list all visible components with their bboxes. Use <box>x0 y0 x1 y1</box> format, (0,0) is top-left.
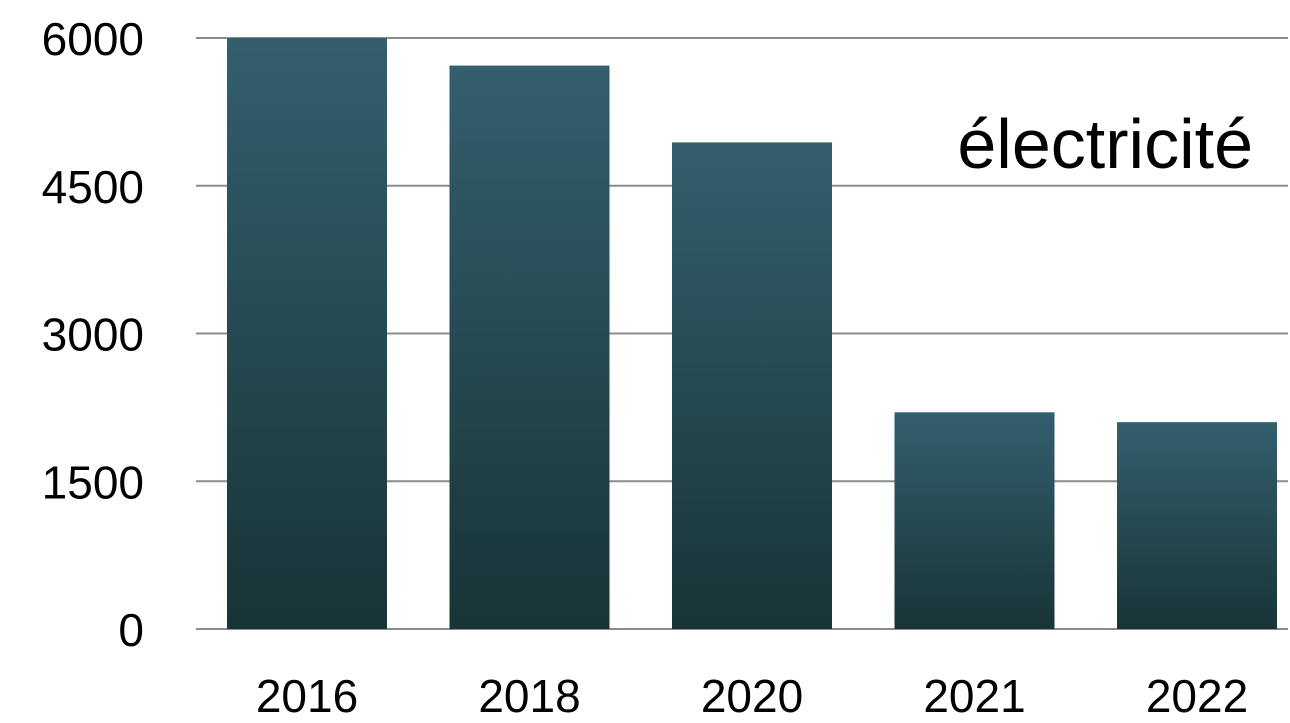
bars-layer <box>227 38 1277 629</box>
x-tick-label-2022: 2022 <box>1146 670 1248 722</box>
y-tick-label: 4500 <box>42 161 144 213</box>
x-tick-label-2018: 2018 <box>478 670 580 722</box>
y-tick-label: 6000 <box>42 13 144 65</box>
chart-title: électricité <box>957 105 1253 183</box>
bar-2018 <box>449 65 610 629</box>
x-axis-ticks: 2016 2018 2020 2021 2022 <box>256 670 1248 722</box>
bar-2022 <box>1117 422 1277 629</box>
bar-2020 <box>672 142 832 629</box>
x-tick-label-2016: 2016 <box>256 670 358 722</box>
bar-2016 <box>227 38 387 629</box>
y-tick-label: 1500 <box>42 456 144 508</box>
x-tick-label-2020: 2020 <box>701 670 803 722</box>
y-tick-label: 0 <box>118 604 144 656</box>
y-tick-label: 3000 <box>42 309 144 361</box>
x-tick-label-2021: 2021 <box>923 670 1025 722</box>
bar-2021 <box>894 412 1055 629</box>
y-axis-ticks: 0 1500 3000 4500 6000 <box>42 13 144 656</box>
